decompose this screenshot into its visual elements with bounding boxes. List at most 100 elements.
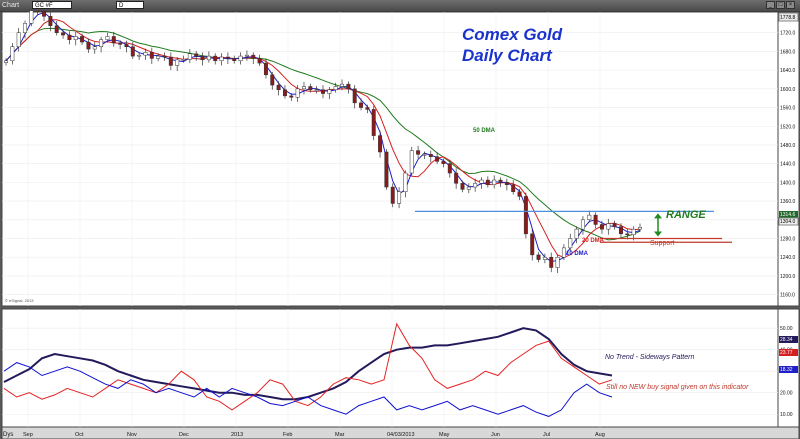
candle-body bbox=[282, 89, 287, 97]
price-tick-label: 1560.0 bbox=[780, 106, 796, 112]
date-tick-label: Jun bbox=[491, 432, 500, 438]
pdi-line bbox=[3, 322, 613, 411]
candle-body bbox=[244, 54, 249, 57]
ma20-label: 20 DMA bbox=[582, 238, 605, 244]
candle-body bbox=[251, 54, 256, 59]
last-price-box bbox=[779, 211, 798, 218]
price-tick-label: 1280.0 bbox=[780, 237, 796, 243]
candle-body bbox=[390, 186, 395, 204]
candle-body bbox=[289, 95, 294, 98]
maximize-button[interactable]: □ bbox=[776, 1, 785, 9]
price-tick-label: 1720.0 bbox=[780, 31, 796, 37]
osc-box-adx-text: 28.34 bbox=[780, 337, 793, 343]
chart-title: Comex Gold bbox=[462, 25, 563, 44]
ma50-line bbox=[5, 27, 641, 241]
candle-body bbox=[263, 62, 268, 76]
candle-body bbox=[29, 11, 34, 24]
candle-body bbox=[416, 150, 421, 155]
candle-body bbox=[10, 46, 15, 62]
date-tick-label: Dec bbox=[179, 432, 189, 438]
ma10-label: 10 DMA bbox=[566, 251, 589, 257]
last-price-text-2: 1304.0 bbox=[780, 219, 796, 225]
date-tick-label: Mar bbox=[335, 432, 345, 438]
close-button[interactable]: × bbox=[786, 1, 795, 9]
price-tick-label: 1240.0 bbox=[780, 255, 796, 261]
candle-body bbox=[625, 233, 630, 236]
candle-body bbox=[638, 227, 642, 230]
last-price-text: 1314.6 bbox=[780, 212, 796, 218]
candle-body bbox=[511, 184, 516, 192]
candle-body bbox=[631, 228, 636, 236]
range-arrow-up bbox=[654, 213, 662, 219]
candle-body bbox=[206, 55, 211, 61]
candle-body bbox=[86, 41, 91, 50]
price-tick-label: 1480.0 bbox=[780, 143, 796, 149]
window-title: Chart bbox=[2, 2, 20, 9]
candle-body bbox=[612, 223, 617, 228]
candle-body bbox=[130, 46, 135, 57]
candle-body bbox=[378, 135, 383, 153]
candle-body bbox=[580, 219, 585, 230]
date-tick-label: 04/03/2013 bbox=[387, 432, 415, 438]
candle-body bbox=[16, 32, 21, 47]
candle-body bbox=[238, 55, 243, 62]
candle-body bbox=[466, 186, 471, 190]
candle-body bbox=[574, 228, 579, 239]
candle-body bbox=[422, 154, 427, 156]
osc-box-mdi bbox=[779, 366, 798, 373]
candle-body bbox=[200, 55, 205, 61]
candle-body bbox=[365, 107, 370, 110]
price-tick-label: 1680.0 bbox=[780, 49, 796, 55]
price-tick-label: 1640.0 bbox=[780, 68, 796, 74]
candle-body bbox=[517, 191, 522, 197]
price-tick-label: 1520.0 bbox=[780, 124, 796, 130]
candle-body bbox=[168, 56, 173, 66]
candle-body bbox=[321, 89, 325, 94]
candle-body bbox=[447, 163, 452, 174]
candle-body bbox=[333, 86, 338, 91]
price-tick-label: 1600.0 bbox=[780, 87, 796, 93]
candle-body bbox=[219, 56, 224, 62]
minimize-button[interactable]: _ bbox=[766, 1, 775, 9]
candle-body bbox=[225, 56, 230, 59]
no-buy-note: Still no NEW buy signal given on this in… bbox=[606, 384, 749, 391]
candle-body bbox=[555, 256, 560, 268]
candle-body bbox=[23, 23, 27, 33]
price-tick-label: 1200.0 bbox=[780, 274, 796, 280]
candle-body bbox=[409, 150, 414, 174]
date-tick-label: Jul bbox=[543, 432, 550, 438]
candle-body bbox=[67, 34, 72, 40]
candle-body bbox=[187, 53, 192, 60]
candle-body bbox=[213, 55, 218, 62]
candle-body bbox=[302, 86, 306, 90]
candle-body bbox=[118, 42, 123, 45]
candle-body bbox=[479, 179, 484, 184]
candle-body bbox=[606, 223, 611, 230]
date-tick-label: 2013 bbox=[231, 432, 243, 438]
date-tick-label: Feb bbox=[283, 432, 292, 438]
candle-body bbox=[137, 54, 142, 57]
candle-body bbox=[111, 36, 116, 44]
candle-body bbox=[619, 226, 623, 235]
candle-body bbox=[61, 32, 66, 36]
price-tick-label: 1160.0 bbox=[780, 293, 795, 299]
interval-input[interactable]: D bbox=[116, 1, 144, 9]
candle-body bbox=[257, 58, 262, 64]
range-label: RANGE bbox=[666, 209, 706, 221]
candle-body bbox=[340, 83, 344, 87]
symbol-input[interactable]: GC #F bbox=[32, 1, 72, 9]
candle-body bbox=[73, 36, 78, 40]
date-axis bbox=[1, 426, 800, 439]
candle-body bbox=[270, 74, 275, 86]
candle-body bbox=[346, 83, 351, 90]
mdi-line bbox=[3, 362, 613, 417]
candle-body bbox=[384, 151, 389, 188]
candle-body bbox=[542, 256, 547, 260]
candle-body bbox=[54, 25, 59, 33]
candle-body bbox=[498, 179, 503, 183]
candle-body bbox=[352, 88, 357, 104]
candle-body bbox=[99, 39, 104, 47]
date-tick-label: Oct bbox=[75, 432, 84, 438]
price-tick-label: 1440.0 bbox=[780, 162, 796, 168]
oscillator-panel bbox=[1, 308, 779, 428]
